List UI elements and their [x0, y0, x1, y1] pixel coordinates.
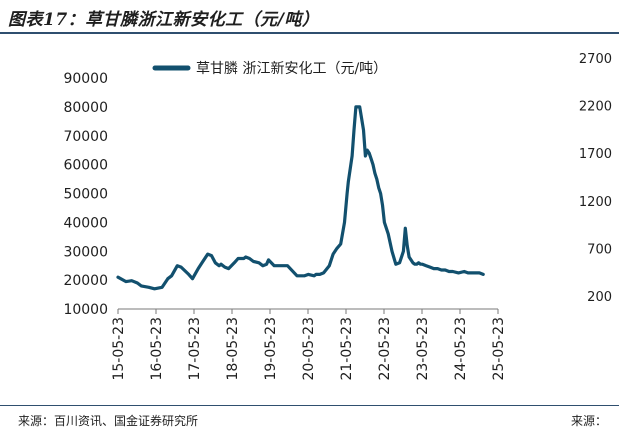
y-right-tick-label: 2700 — [579, 52, 612, 67]
footer-rule — [0, 405, 619, 406]
chart-legend: 草甘膦 浙江新安化工（元/吨） — [152, 61, 387, 77]
legend-label: 草甘膦 浙江新安化工（元/吨） — [196, 61, 387, 77]
y-tick-label: 90000 — [63, 71, 108, 87]
x-tick-label: 24-05-23 — [453, 317, 469, 381]
x-tick-label: 23-05-23 — [415, 317, 431, 381]
y-axis-left: 10000 20000 30000 40000 50000 60000 70000 80000… — [63, 71, 108, 318]
source-note: 来源：百川资讯、国金证券研究所 — [18, 414, 199, 428]
y-tick-label: 60000 — [63, 158, 108, 174]
y-right-tick-label: 1700 — [579, 147, 612, 162]
y-right-tick-label: 2200 — [579, 100, 612, 115]
x-tick-label: 18-05-23 — [225, 317, 241, 381]
y-tick-label: 50000 — [63, 187, 108, 203]
y-right-tick-label: 200 — [587, 290, 612, 305]
y-tick-label: 20000 — [63, 273, 108, 289]
y-tick-label: 80000 — [63, 100, 108, 116]
x-axis: 15-05-23 16-05-23 17-05-23 18-05-23 19-05-23… — [111, 308, 507, 381]
y-tick-label: 30000 — [63, 244, 108, 260]
x-tick-label: 17-05-23 — [187, 317, 203, 381]
x-tick-label: 21-05-23 — [339, 317, 355, 381]
x-tick-label: 15-05-23 — [111, 317, 127, 381]
y-tick-label: 10000 — [63, 302, 108, 318]
source-note-right: 来源： — [570, 414, 607, 428]
y-right-tick-label: 700 — [587, 242, 612, 257]
y-right-tick-label: 1200 — [579, 195, 612, 210]
x-tick-label: 16-05-23 — [149, 317, 165, 381]
x-tick-label: 20-05-23 — [301, 317, 317, 381]
figure-title: 图表17：草甘膦浙江新安化工（元/吨） — [8, 10, 320, 30]
header-rule — [0, 32, 619, 34]
y-axis-right: 200 700 1200 1700 2200 2700 — [579, 52, 612, 305]
x-tick-label: 19-05-23 — [263, 317, 279, 381]
y-tick-label: 40000 — [63, 215, 108, 231]
x-tick-label: 25-05-23 — [491, 317, 507, 381]
x-tick-label: 22-05-23 — [377, 317, 393, 381]
y-tick-label: 70000 — [63, 129, 108, 145]
series-line — [116, 105, 485, 291]
